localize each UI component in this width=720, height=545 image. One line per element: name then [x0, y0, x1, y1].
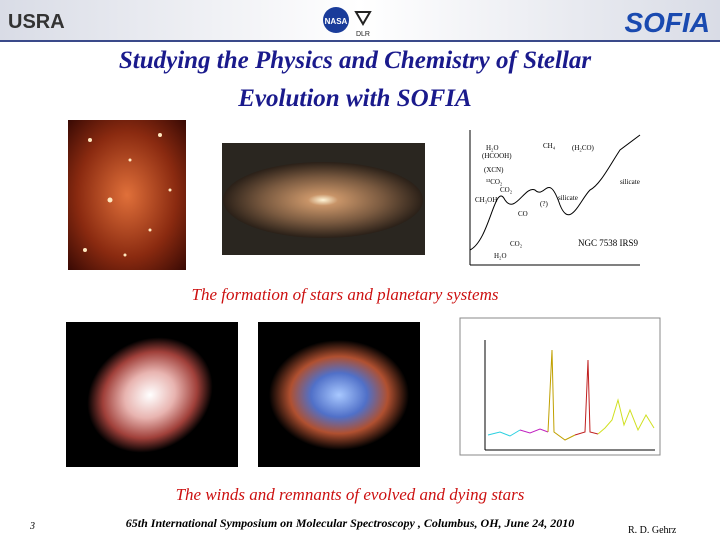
caption: The formation of stars and planetary sys… — [192, 285, 499, 304]
usra-logo: USRA — [8, 11, 65, 33]
spectrum-label: CO₂ — [510, 240, 523, 248]
title-line: Evolution with SOFIA — [237, 85, 471, 112]
star-field-image — [68, 120, 186, 270]
footer-author: R. D. Gehrz — [628, 525, 677, 536]
spectrum-segment — [547, 349, 576, 441]
footer-event: 65th International Symposium on Molecula… — [126, 516, 574, 530]
spectrum-label: ¹³CO₂ — [486, 178, 503, 186]
spectrum-plot-2 — [459, 317, 661, 456]
spectrum-source: NGC 7538 IRS9 — [578, 238, 639, 248]
nasa-logo: NASA — [325, 17, 348, 26]
spectrum-segment — [487, 429, 521, 437]
spectrum-label: (H₂CO) — [572, 144, 595, 152]
crab-nebula — [269, 340, 409, 450]
plot-bg — [459, 317, 661, 456]
spectrum-label: (?) — [540, 200, 548, 208]
spectrum-label: CH₄ — [543, 142, 556, 150]
plot-bg — [440, 125, 640, 285]
spectrum-label: silicate — [558, 194, 578, 202]
star-dots — [83, 133, 172, 257]
spectrum-segment — [597, 398, 655, 435]
spectrum-label: CO — [518, 210, 528, 218]
dlr-emblem — [354, 11, 372, 26]
spectrum-segment — [574, 359, 599, 436]
spectrum-label: silicate — [620, 178, 640, 186]
spectrum-label: (HCOOH) — [482, 152, 512, 160]
spectrum-segment — [519, 428, 549, 434]
dlr-logo: DLR — [356, 31, 370, 38]
spectrum-label: H₂O — [486, 144, 499, 152]
nasa-emblem — [323, 7, 349, 33]
spectrum-line — [469, 134, 641, 251]
title-line: Studying the Physics and Chemistry of St… — [119, 47, 592, 74]
eta-carinae-nebula — [87, 337, 213, 453]
spectrum-label: (XCN) — [484, 166, 504, 174]
spectrum-plot-1: H₂O (HCOOH) CH₄ (H₂CO) (XCN) ¹³CO₂ CO₂ C… — [440, 125, 641, 285]
caption: The winds and remnants of evolved and dy… — [176, 485, 525, 504]
disk-ellipse — [223, 162, 423, 238]
header-rule — [0, 40, 720, 42]
spectrum-label: CO₂ — [500, 186, 513, 194]
slide-number: 3 — [29, 521, 35, 532]
sofia-logo: SOFIA — [624, 7, 710, 38]
spectrum-label: CH₃OH — [475, 196, 497, 204]
spectrum-label: H₂O — [494, 252, 507, 260]
